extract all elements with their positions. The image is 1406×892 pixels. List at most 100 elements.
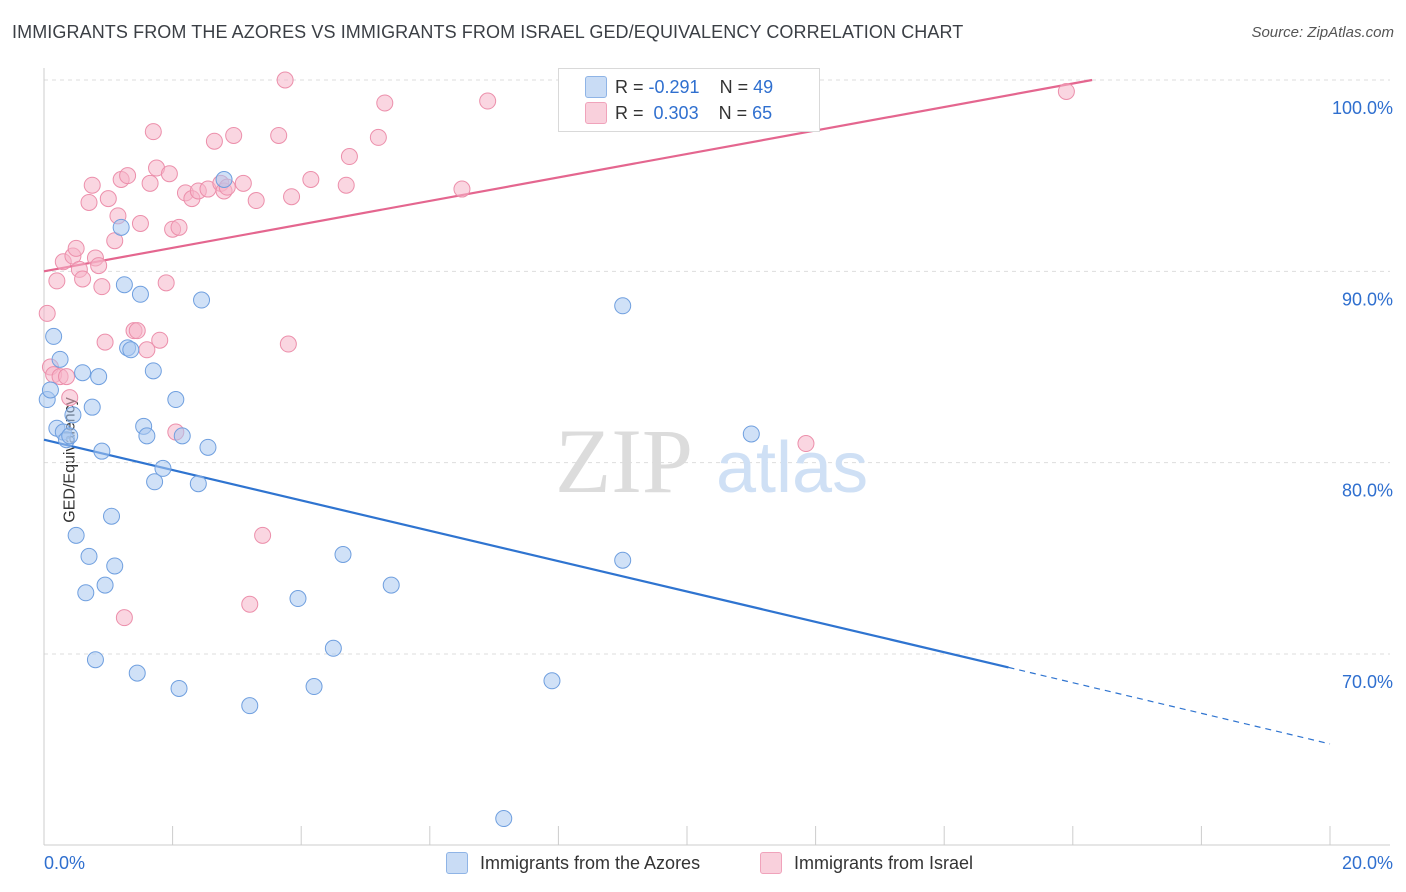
israel-point	[115, 609, 133, 627]
azores-point	[324, 639, 342, 657]
azores-point	[382, 576, 400, 594]
y-tick-label: 70.0%	[1342, 672, 1393, 692]
israel-point	[160, 165, 178, 183]
israel-point	[144, 123, 162, 141]
azores-point	[138, 427, 156, 445]
azores-point	[93, 442, 111, 460]
azores-point	[80, 547, 98, 565]
legend-n-value: 49	[753, 76, 774, 97]
azores-point	[67, 526, 85, 544]
israel-point	[270, 126, 288, 144]
israel-point	[96, 333, 114, 351]
series-legend-azores[interactable]: Immigrants from the Azores	[446, 852, 700, 874]
israel-point	[141, 174, 159, 192]
israel-point	[376, 94, 394, 112]
israel-point	[58, 368, 76, 386]
legend-n-value: 65	[752, 102, 773, 123]
legend-r-value: -0.291	[648, 76, 700, 97]
legend-r-label: R =	[615, 76, 644, 97]
azores-point	[614, 551, 632, 569]
israel-point	[83, 176, 101, 194]
israel-point	[283, 188, 301, 206]
series-label-azores: Immigrants from the Azores	[480, 852, 701, 873]
trend-lines	[43, 78, 1331, 745]
israel-trend-line	[43, 78, 1093, 273]
x-tick-label: 0.0%	[44, 853, 85, 873]
israel-point	[1057, 82, 1075, 100]
azores-point	[51, 350, 69, 368]
azores-point	[61, 427, 79, 445]
legend-swatch-israel	[585, 102, 607, 124]
israel-point	[337, 176, 355, 194]
azores-point	[106, 557, 124, 575]
series-legend: Immigrants from the Azores Immigrants fr…	[0, 852, 1406, 878]
azores-point	[64, 406, 82, 424]
y-tick-label: 100.0%	[1332, 98, 1393, 118]
israel-point	[128, 322, 146, 340]
israel-point	[131, 215, 149, 232]
israel-point	[225, 126, 243, 144]
azores-point	[96, 576, 114, 594]
series-legend-israel[interactable]: Immigrants from Israel	[760, 852, 973, 874]
azores-point	[199, 438, 217, 456]
azores-point	[74, 364, 92, 382]
azores-point	[614, 297, 632, 315]
series-label-israel: Immigrants from Israel	[794, 852, 974, 873]
legend-r-label: R =	[615, 102, 644, 123]
azores-point	[83, 398, 101, 416]
azores-point	[112, 218, 130, 236]
azores-point	[215, 170, 233, 188]
israel-point	[99, 190, 117, 208]
tick-labels: 70.0% 80.0% 90.0% 100.0% 0.0% 20.0%	[44, 98, 1393, 873]
azores-point	[144, 362, 162, 380]
y-tick-label: 90.0%	[1342, 289, 1393, 309]
correlation-legend: R = -0.291 N = 49 R = 0.303 N = 65	[558, 68, 820, 132]
y-tick-label: 80.0%	[1342, 481, 1393, 501]
chart-source: Source: ZipAtlas.com	[1251, 24, 1394, 41]
azores-point	[128, 664, 146, 682]
israel-point	[369, 128, 387, 146]
watermark-atlas: atlas	[716, 428, 868, 508]
israel-point	[479, 92, 497, 110]
data-points	[38, 71, 1075, 828]
azores-point	[45, 327, 63, 345]
israel-point	[93, 278, 111, 296]
legend-r-value: 0.303	[653, 102, 699, 123]
watermark: ZIP atlas	[555, 410, 868, 512]
israel-point	[205, 132, 223, 150]
azores-point	[103, 507, 121, 525]
israel-point	[279, 335, 297, 353]
azores-point	[77, 584, 95, 602]
israel-point	[234, 174, 252, 192]
azores-point	[289, 590, 307, 608]
israel-point	[302, 170, 320, 188]
x-tick-label: 20.0%	[1342, 853, 1393, 873]
azores-point	[131, 285, 149, 303]
azores-point	[241, 697, 259, 715]
azores-point	[122, 341, 140, 359]
israel-point	[241, 595, 259, 613]
azores-point	[193, 291, 211, 309]
israel-point	[151, 331, 169, 349]
israel-point	[67, 239, 85, 257]
azores-point	[742, 425, 760, 443]
legend-n-label: N =	[718, 102, 748, 123]
israel-point	[453, 180, 471, 198]
legend-swatch-azores	[585, 76, 607, 98]
azores-point	[334, 546, 352, 564]
azores-point	[90, 368, 108, 386]
series-swatch-israel	[760, 852, 782, 874]
azores-point	[41, 381, 59, 399]
israel-point	[254, 526, 272, 544]
azores-point	[167, 391, 185, 409]
israel-point	[38, 304, 56, 322]
azores-point	[170, 679, 188, 697]
azores-point	[154, 459, 172, 477]
azores-point	[495, 810, 513, 828]
israel-point	[157, 274, 175, 292]
azores-point	[173, 427, 191, 445]
israel-point	[247, 192, 265, 210]
azores-trend-extension	[1008, 666, 1331, 745]
azores-point	[189, 475, 207, 493]
